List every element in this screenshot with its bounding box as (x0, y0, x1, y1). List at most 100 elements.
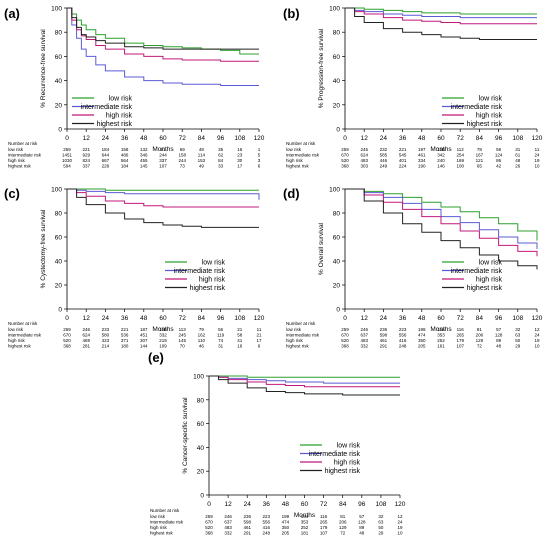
x-tick-label: 0 (343, 135, 347, 142)
risk-table-cell: 150 (437, 147, 445, 152)
risk-table-cell: 332 (224, 531, 232, 536)
legend-label: low risk (337, 443, 361, 450)
risk-table-cell: 129 (476, 338, 484, 343)
risk-table-cell: 670 (63, 333, 71, 338)
survival-curve-1 (345, 7, 537, 19)
risk-table-cell: 252 (301, 525, 309, 530)
survival-curve-2 (345, 188, 538, 257)
risk-table-cell: 564 (121, 158, 129, 163)
x-tick-label: 108 (375, 501, 386, 508)
x-axis-label: Months (152, 146, 174, 153)
y-axis-label: % Overall survival (318, 222, 325, 275)
y-tick-label: 0 (58, 307, 62, 314)
risk-table-cell: 63 (378, 520, 384, 525)
risk-table-row-label: high risk (286, 338, 304, 343)
risk-table-cell: 16 (237, 147, 243, 152)
survival-curve-2 (209, 375, 400, 388)
risk-table-cell: 12 (397, 514, 403, 519)
risk-table-cell: 520 (341, 158, 349, 163)
risk-table-row-label: highest risk (286, 344, 310, 349)
x-tick-label: 48 (282, 501, 290, 508)
y-tick-label: 40 (55, 78, 63, 85)
y-tick-label: 20 (197, 469, 205, 476)
survival-curve-3 (67, 7, 259, 50)
y-tick-label: 60 (55, 235, 63, 242)
y-tick-label: 20 (333, 102, 341, 109)
risk-table-cell: 670 (341, 333, 349, 338)
x-tick-label: 84 (198, 315, 206, 322)
risk-table-cell: 259 (205, 514, 213, 519)
risk-table-cell: 58 (237, 333, 243, 338)
risk-table-cell: 246 (360, 327, 368, 332)
risk-table-cell: 401 (399, 158, 407, 163)
x-tick-label: 24 (102, 135, 110, 142)
risk-table-cell: 6 (258, 344, 261, 349)
risk-table-cell: 154 (437, 327, 445, 332)
risk-table-cell: 1030 (62, 158, 73, 163)
risk-table-cell: 169 (456, 158, 464, 163)
risk-table-cell: 72 (477, 344, 483, 349)
risk-table-cell: 190 (418, 164, 426, 169)
risk-table-cell: 206 (339, 520, 347, 525)
risk-table-cell: 150 (159, 327, 167, 332)
risk-table-cell: 158 (121, 147, 129, 152)
risk-table-cell: 486 (121, 153, 129, 158)
risk-table-cell: 1 (258, 147, 261, 152)
risk-table-cell: 246 (224, 514, 232, 519)
risk-table-cell: 353 (301, 520, 309, 525)
risk-table-cell: 248 (399, 344, 407, 349)
survival-curve-1 (67, 188, 260, 200)
risk-table-cell: 56 (218, 327, 224, 332)
risk-table-cell: 223 (263, 514, 271, 519)
risk-table-cell: 74 (218, 338, 224, 343)
risk-table-cell: 334 (418, 158, 426, 163)
y-axis-label: % Recurrence-free survival (40, 29, 47, 108)
risk-table-cell: 483 (224, 525, 232, 530)
risk-table-cell: 556 (399, 333, 407, 338)
survival-curve-1 (67, 7, 259, 86)
risk-table-cell: 110 (198, 338, 206, 343)
risk-table-cell: 161 (437, 344, 445, 349)
risk-table-row-label: highest risk (8, 164, 32, 169)
x-tick-label: 60 (159, 135, 167, 142)
x-tick-label: 12 (361, 315, 369, 322)
risk-table-cell: 214 (102, 344, 110, 349)
legend-label: low risk (202, 260, 226, 267)
x-tick-label: 120 (254, 135, 265, 142)
risk-table-row-label: intermediate risk (150, 520, 184, 525)
x-tick-label: 96 (217, 315, 225, 322)
risk-table-cell: 24 (534, 153, 540, 158)
risk-table-cell: 221 (82, 147, 90, 152)
survival-curve-2 (345, 7, 537, 25)
risk-table-title: Number at risk (150, 508, 180, 513)
risk-table-cell: 65 (477, 164, 483, 169)
risk-table-cell: 69 (180, 147, 186, 152)
risk-table-cell: 259 (341, 327, 349, 332)
x-tick-label: 108 (512, 315, 523, 322)
x-axis-label: Months (294, 512, 316, 519)
risk-table-cell: 32 (515, 327, 521, 332)
risk-table-cell: 474 (418, 333, 426, 338)
survival-curve-2 (67, 7, 259, 62)
risk-table-cell: 536 (121, 333, 129, 338)
y-tick-label: 60 (55, 54, 63, 61)
risk-table-cell: 332 (360, 344, 368, 349)
risk-table-cell: 19 (534, 158, 540, 163)
risk-table-cell: 3 (258, 158, 261, 163)
risk-table-cell: 1451 (62, 153, 73, 158)
risk-table-cell: 72 (340, 531, 346, 536)
risk-table-row-label: low risk (150, 514, 166, 519)
risk-table-cell: 346 (140, 153, 148, 158)
x-tick-label: 12 (83, 315, 91, 322)
y-tick-label: 40 (55, 259, 63, 266)
risk-table-cell: 259 (63, 147, 71, 152)
panel-label: (d) (283, 186, 300, 201)
risk-table-cell: 10 (397, 531, 403, 536)
x-tick-label: 12 (361, 135, 369, 142)
x-tick-label: 0 (207, 501, 211, 508)
risk-table-cell: 167 (476, 153, 484, 158)
risk-table-cell: 107 (320, 531, 328, 536)
y-axis-label: % Cancer-specific survival (182, 397, 189, 474)
y-tick-label: 20 (55, 283, 63, 290)
y-tick-label: 100 (193, 374, 204, 381)
